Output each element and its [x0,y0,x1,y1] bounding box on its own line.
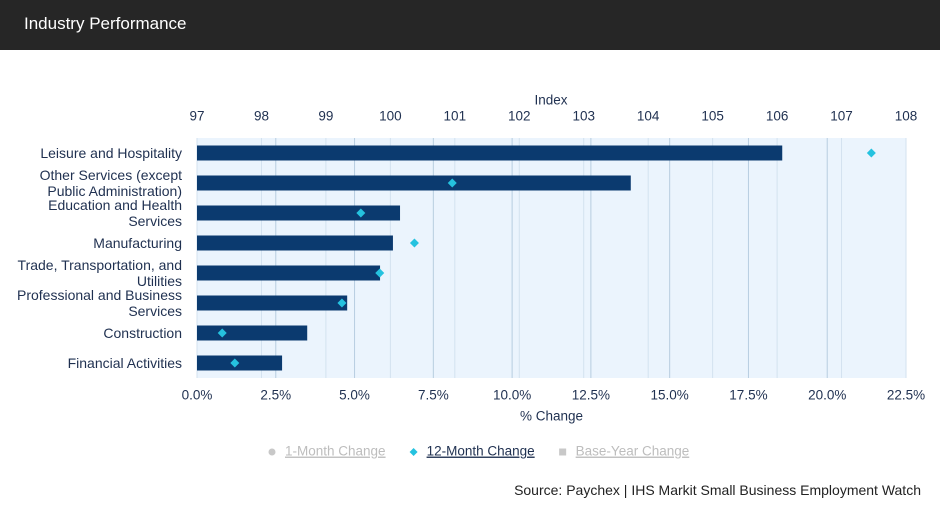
x-tick-label: 5.0% [339,388,370,403]
category-label: Trade, Transportation, and Utilities [17,257,182,289]
x-tick-label: 17.5% [729,388,767,403]
legend-label[interactable]: 1-Month Change [285,444,386,459]
x-tick-label: 2.5% [260,388,291,403]
x2-tick-label: 97 [189,109,204,124]
diamond-marker [409,238,419,248]
bar [197,295,348,311]
category-label: Manufacturing [93,235,182,251]
category-label: Education and Health Services [48,197,182,229]
x2-tick-label: 102 [508,109,531,124]
diamond-marker [230,358,240,368]
x2-tick-label: 103 [572,109,595,124]
bar [197,205,401,221]
header-title: Industry Performance [24,14,187,33]
bar [197,235,393,251]
plot-area [197,138,906,378]
category-label: Leisure and Hospitality [40,145,182,161]
legend-label[interactable]: 12-Month Change [427,444,535,459]
x2-tick-label: 98 [254,109,269,124]
x-tick-label: 10.0% [493,388,531,403]
bar [197,175,631,191]
x2-tick-label: 107 [830,109,853,124]
source: Source: Paychex | IHS Markit Small Busin… [514,482,921,498]
x-tick-label: 22.5% [887,388,925,403]
legend-marker [409,448,418,456]
category-label: Financial Activities [67,355,182,371]
legend-marker [268,448,276,456]
header: Industry Performance [0,0,940,50]
x-tick-label: 20.0% [808,388,846,403]
category-label: Other Services (except Public Administra… [39,167,182,199]
x2-tick-label: 101 [444,109,467,124]
bar [197,325,308,341]
x-tick-label: 15.0% [651,388,689,403]
x2-tick-label: 108 [895,109,918,124]
x2-axis-label: Index [534,93,567,108]
x-tick-label: 7.5% [418,388,449,403]
diamond-marker [337,298,347,308]
x2-tick-label: 104 [637,109,660,124]
legend-label[interactable]: Base-Year Change [576,444,690,459]
diamond-marker [217,328,227,338]
x-axis-label: % Change [520,409,583,424]
legend-marker [559,448,567,456]
bar [197,355,283,371]
diamond-marker [375,268,385,278]
diamond-marker [356,208,366,218]
diamond-marker [866,148,876,158]
x2-tick-label: 106 [766,109,789,124]
bar [197,265,381,281]
category-label: Construction [103,325,182,341]
x2-tick-label: 99 [318,109,333,124]
x2-tick-label: 100 [379,109,402,124]
diamond-marker [447,178,457,188]
category-label: Professional and Business Services [17,287,182,319]
x2-tick-label: 105 [701,109,724,124]
x-tick-label: 12.5% [572,388,610,403]
x-tick-label: 0.0% [182,388,213,403]
bar [197,145,783,161]
